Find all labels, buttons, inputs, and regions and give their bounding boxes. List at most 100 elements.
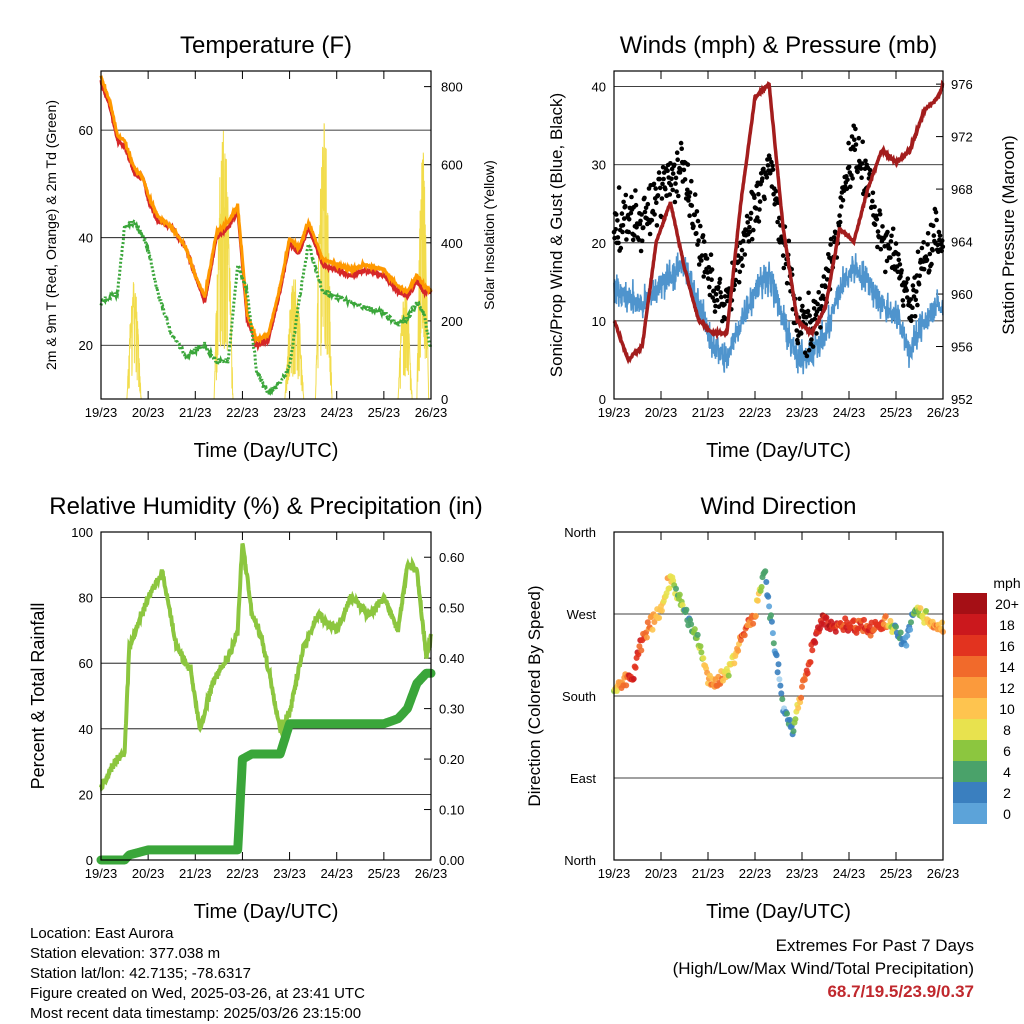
- gust-point: [623, 192, 629, 198]
- rh-frame: [100, 531, 432, 861]
- direction-point: [643, 634, 650, 641]
- gust-point: [855, 169, 860, 175]
- gust-point: [667, 192, 673, 197]
- temp-ytick-right-label: 400: [441, 236, 463, 251]
- gust-point: [720, 318, 725, 324]
- gust-point: [828, 242, 833, 247]
- rh-ytick-label: 40: [79, 722, 93, 737]
- gust-point: [717, 280, 722, 286]
- colorbar-swatch: [953, 719, 987, 740]
- temp-ytick-label: 20: [79, 338, 93, 353]
- direction-point: [777, 682, 784, 689]
- gust-point: [699, 258, 704, 263]
- gust-point: [656, 170, 662, 175]
- gust-point: [936, 229, 942, 235]
- gust-point: [629, 194, 634, 200]
- direction-point: [769, 630, 776, 637]
- gust-point: [747, 229, 753, 235]
- rh-ytick-label: 0: [86, 853, 93, 868]
- gust-point: [681, 167, 687, 173]
- gust-point: [811, 306, 817, 311]
- rh-xtick-label: 25/23: [368, 866, 401, 881]
- gust-point: [621, 199, 626, 205]
- gust-point: [739, 255, 744, 261]
- gust-point: [816, 290, 821, 295]
- colorbar-swatch: [953, 740, 987, 761]
- gust-point: [641, 225, 646, 230]
- extremes-title: Extremes For Past 7 Days: [775, 936, 974, 955]
- gust-point: [870, 190, 876, 196]
- gust-point: [755, 215, 760, 220]
- gust-point: [870, 198, 875, 204]
- gust-point: [786, 238, 792, 244]
- colorbar-label: 0: [1003, 806, 1011, 822]
- gust-point: [921, 266, 927, 272]
- gust-point: [839, 204, 844, 209]
- gust-point: [765, 163, 771, 168]
- gust-point: [699, 253, 705, 258]
- colorbar-title: mph: [993, 575, 1020, 591]
- gust-point: [900, 298, 906, 303]
- gust-point: [695, 242, 700, 247]
- gust-point: [837, 219, 843, 225]
- gust-point: [638, 248, 644, 254]
- wind-xtick-label: 24/23: [833, 405, 866, 420]
- dir-ytick-label: East: [570, 771, 596, 786]
- temp-xtick-label: 22/23: [226, 405, 259, 420]
- gust-point: [615, 235, 621, 240]
- gust-point: [669, 176, 674, 182]
- direction-point: [688, 621, 695, 628]
- gust-point: [616, 185, 622, 190]
- gust-point: [668, 161, 673, 166]
- colorbar: mph 20+ 18 16 14 12 10 8 6 4 2 0: [953, 575, 1021, 824]
- gust-point: [655, 193, 661, 198]
- colorbar-swatch: [953, 614, 987, 635]
- gust-point: [908, 318, 914, 324]
- gust-point: [704, 256, 710, 261]
- gust-point: [924, 257, 930, 263]
- elevation-text: Station elevation: 377.038 m: [30, 945, 221, 962]
- direction-point: [754, 597, 761, 604]
- gust-point: [672, 199, 678, 205]
- gust-point: [672, 162, 677, 168]
- gust-point: [675, 157, 680, 162]
- dir-xtick-label: 19/23: [598, 866, 631, 881]
- direction-point: [897, 629, 904, 636]
- gust-point: [878, 246, 884, 252]
- gust-point: [756, 191, 761, 197]
- gust-point: [714, 297, 720, 303]
- rh-ytick-right-label: 0.30: [439, 702, 464, 717]
- recent-text: Most recent data timestamp: 2025/03/26 2…: [30, 1005, 362, 1022]
- direction-point: [904, 632, 911, 639]
- gust-point: [867, 171, 872, 177]
- wind-xtick-label: 23/23: [786, 405, 819, 420]
- direction-point: [893, 623, 899, 630]
- gust-point: [821, 274, 827, 279]
- latlon-text: Station lat/lon: 42.7135; -78.6317: [30, 965, 252, 982]
- gust-point: [846, 164, 852, 170]
- wind-ytick-label: 40: [592, 80, 606, 95]
- station-info: Location: East Aurora Station elevation:…: [30, 924, 365, 1024]
- gust-point: [767, 156, 772, 161]
- gust-point: [852, 147, 858, 153]
- gust-point: [740, 263, 745, 269]
- gust-point: [888, 239, 894, 244]
- gust-point: [626, 217, 632, 222]
- direction-point: [741, 632, 748, 639]
- direction-point: [861, 616, 867, 623]
- gust-point: [859, 161, 865, 166]
- gust-point: [643, 205, 649, 211]
- gust-point: [654, 223, 660, 228]
- temp-ylabel-right: Solar Insolation (Yellow): [481, 160, 497, 310]
- gust-point: [914, 289, 919, 294]
- rh-xtick-label: 21/23: [179, 866, 212, 881]
- temp-xtick-label: 20/23: [132, 405, 165, 420]
- gust-point: [711, 288, 717, 294]
- colorbar-swatch: [953, 593, 987, 614]
- colorbar-swatch: [953, 761, 987, 782]
- wind-series-line: [613, 252, 944, 375]
- direction-point: [691, 626, 698, 633]
- gust-point: [860, 139, 865, 145]
- gust-point: [710, 295, 715, 300]
- direction-point: [774, 669, 781, 676]
